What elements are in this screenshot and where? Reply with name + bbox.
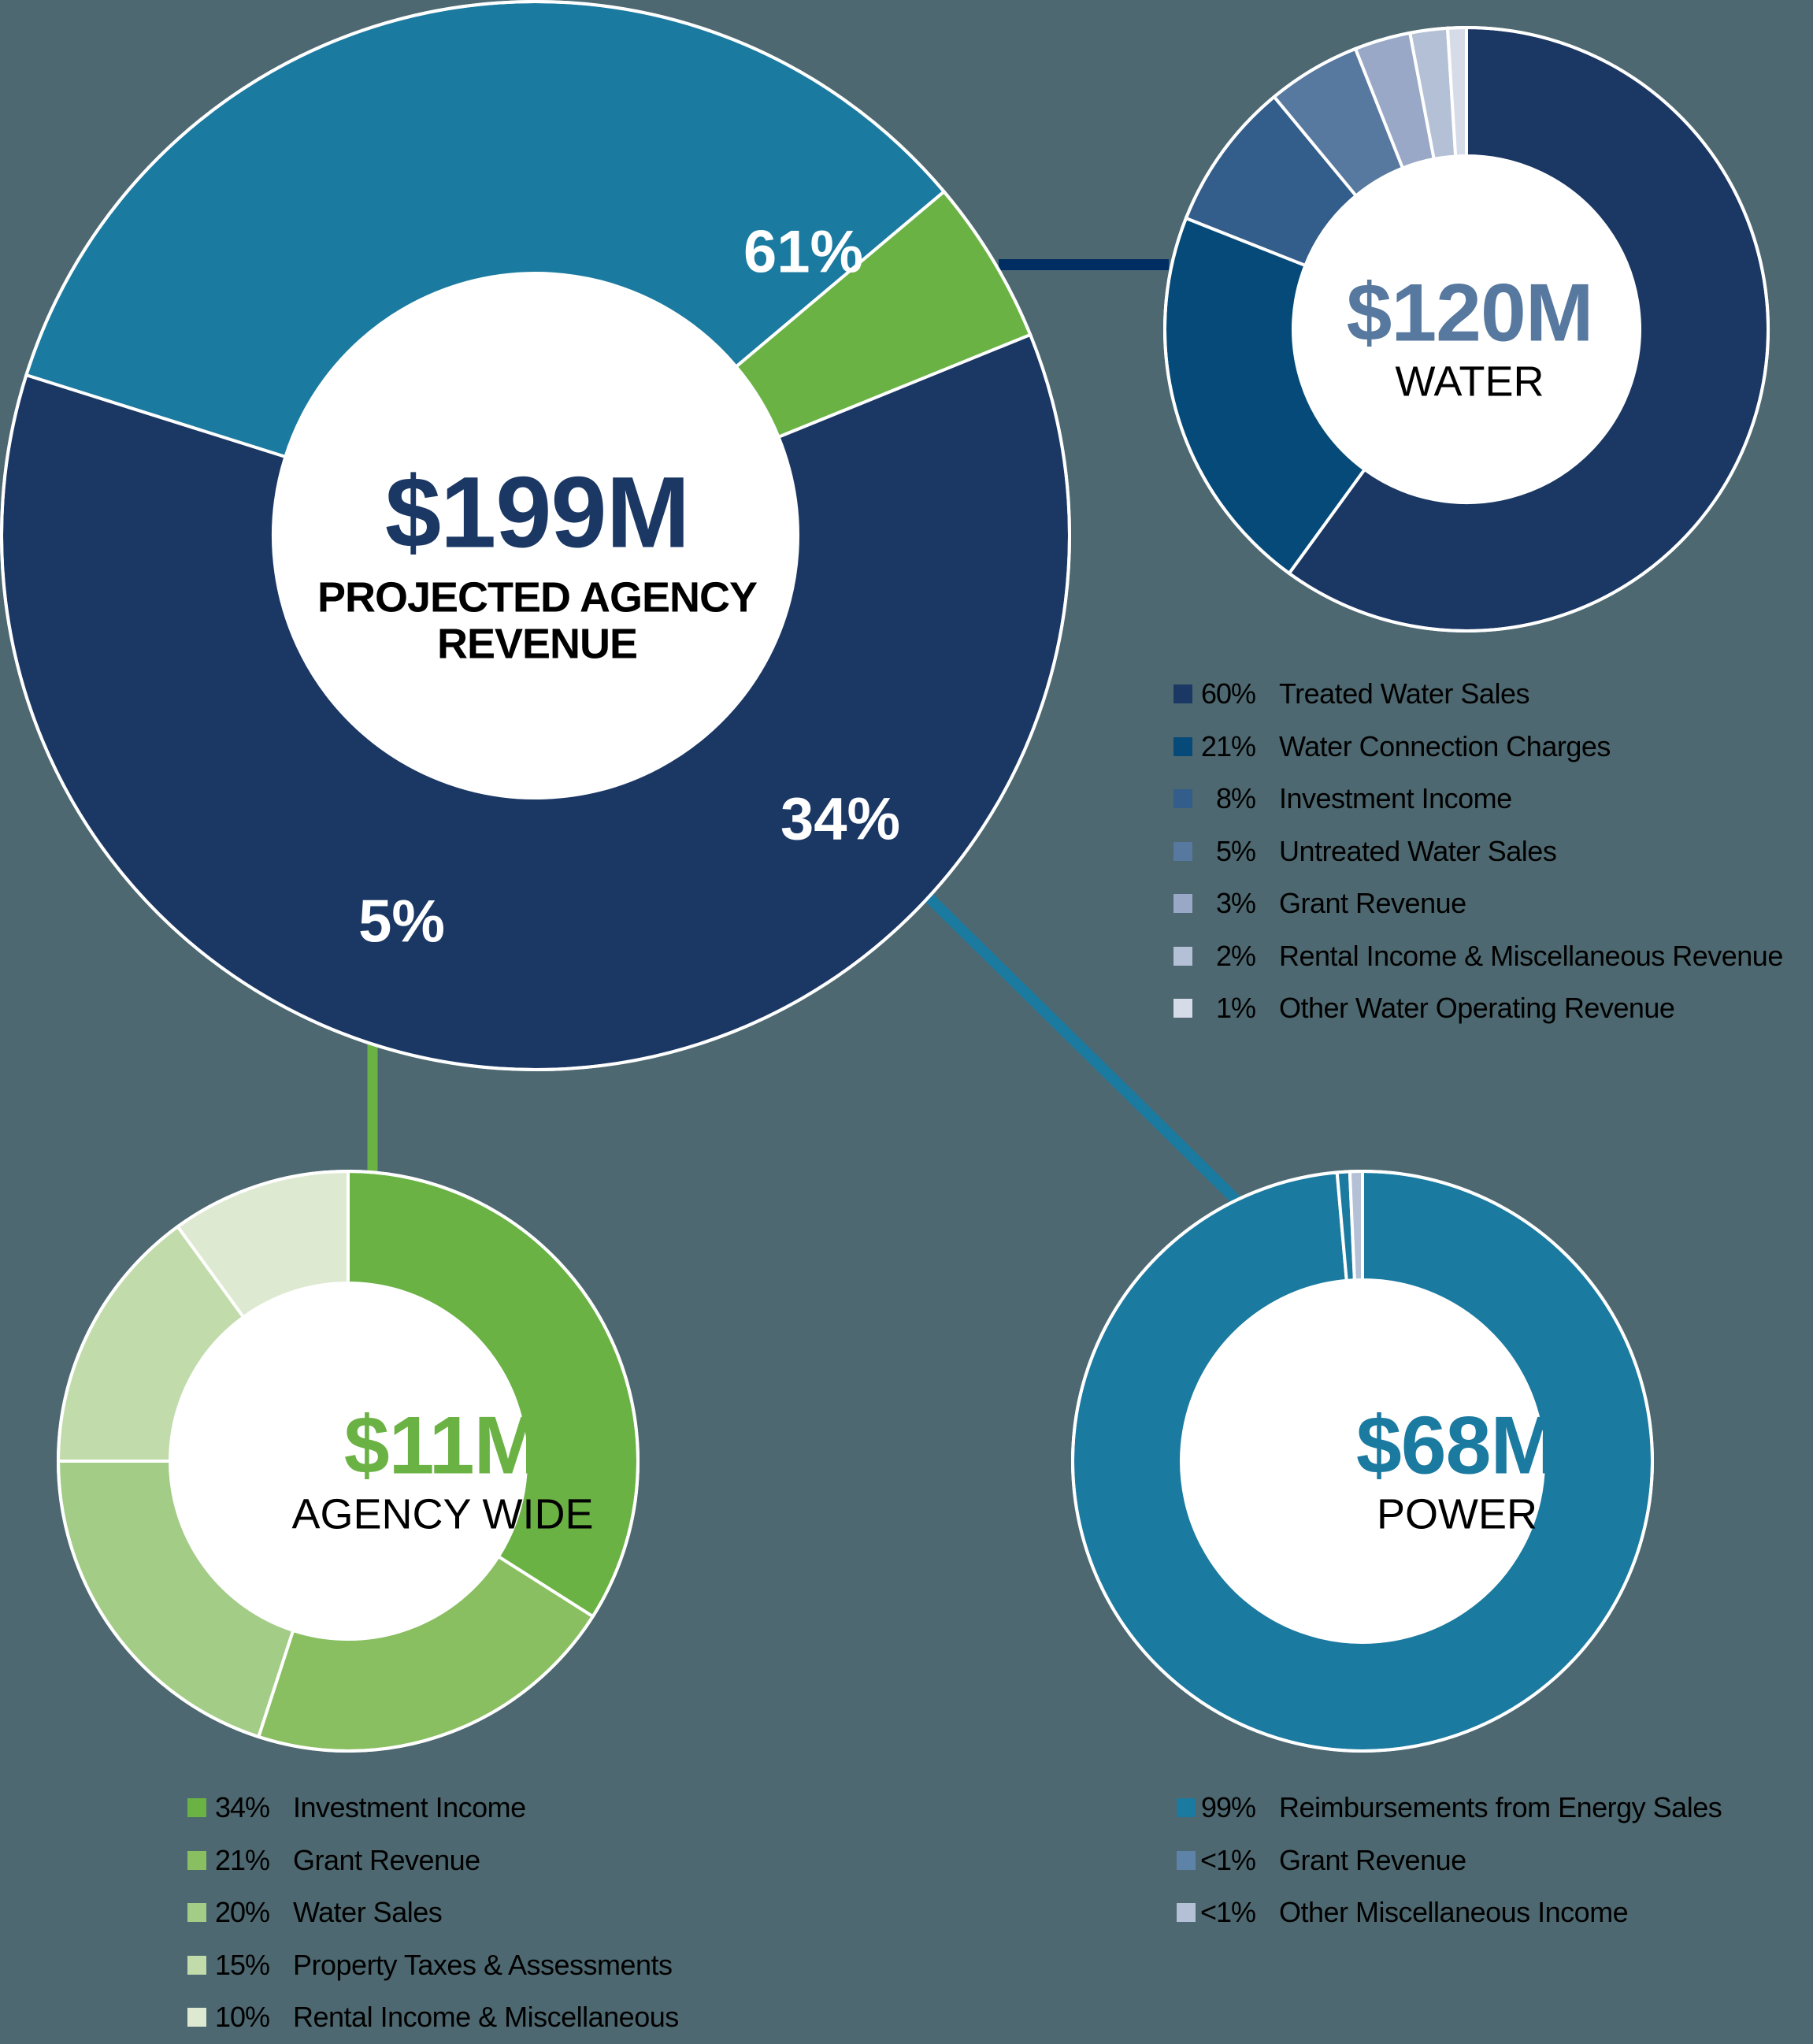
legend-label: Grant Revenue <box>1279 1843 1466 1876</box>
connector-power <box>925 894 1281 1245</box>
legend-item: 8% Investment Income <box>1173 773 1783 825</box>
legend-label: Untreated Water Sales <box>1279 834 1557 867</box>
legend-swatch <box>1177 1850 1196 1870</box>
segment-label-agency-wide: 5% <box>358 888 445 955</box>
legend-label: Investment Income <box>1279 782 1512 815</box>
donut-hole <box>1293 156 1640 503</box>
legend-pct: 2% <box>1215 939 1256 972</box>
main-center-label: $199M PROJECTED AGENCY REVENUE <box>317 456 758 669</box>
legend-pct: 15% <box>214 1948 270 1981</box>
legend-label: Rental Income & Miscellaneous <box>293 2001 679 2034</box>
legend-label: Other Miscellaneous Income <box>1279 1896 1629 1929</box>
legend-swatch <box>1173 894 1192 914</box>
legend-pct: 5% <box>1215 834 1256 867</box>
legend-item: 20% Water Sales <box>187 1886 679 1939</box>
legend-swatch <box>1173 841 1192 861</box>
water-legend: 60% Treated Water Sales 21% Water Connec… <box>1173 668 1783 1035</box>
donut-agency-wide <box>56 1169 640 1753</box>
segment-label-water: 61% <box>743 218 864 286</box>
legend-label: Reimbursements from Energy Sales <box>1279 1791 1722 1824</box>
legend-item: 3% Grant Revenue <box>1173 877 1783 930</box>
donut-hole <box>1181 1280 1544 1642</box>
legend-swatch <box>187 1850 206 1870</box>
legend-label: Rental Income & Miscellaneous Revenue <box>1279 939 1783 972</box>
donut-hole <box>170 1283 526 1639</box>
legend-pct: 3% <box>1215 887 1256 920</box>
water-amount: $120M <box>1346 267 1594 359</box>
legend-label: Other Water Operating Revenue <box>1279 992 1675 1025</box>
legend-label: Grant Revenue <box>293 1843 480 1876</box>
main-caption-line1: PROJECTED AGENCY <box>317 573 758 621</box>
legend-item: 34% Investment Income <box>187 1782 679 1834</box>
legend-pct: 10% <box>214 2001 270 2034</box>
legend-item: 21% Water Connection Charges <box>1173 721 1783 773</box>
legend-pct: 8% <box>1215 782 1256 815</box>
legend-label: Grant Revenue <box>1279 887 1466 920</box>
legend-pct: <1% <box>1199 1843 1256 1876</box>
legend-swatch <box>1173 999 1192 1018</box>
legend-label: Treated Water Sales <box>1279 677 1529 710</box>
legend-item: 1% Other Water Operating Revenue <box>1173 982 1783 1035</box>
legend-label: Property Taxes & Assessments <box>293 1948 673 1981</box>
agency-wide-center-label: $11M AGENCY WIDE <box>291 1404 593 1538</box>
legend-item: 15% Property Taxes & Assessments <box>187 1939 679 1992</box>
water-center-label: $120M WATER <box>1346 267 1594 406</box>
agency-wide-amount: $11M <box>343 1400 542 1492</box>
water-caption: WATER <box>1395 358 1544 406</box>
legend-pct: 99% <box>1200 1791 1256 1824</box>
legend-pct: 21% <box>214 1843 270 1876</box>
donut-main <box>0 0 1071 1071</box>
legend-swatch <box>187 1798 206 1818</box>
segment-label-power: 34% <box>780 785 901 853</box>
legend-swatch <box>187 2008 206 2027</box>
legend-item: 5% Untreated Water Sales <box>1173 825 1783 878</box>
legend-item: 21% Grant Revenue <box>187 1834 679 1887</box>
power-legend: 99% Reimbursements from Energy Sales <1%… <box>1177 1782 1722 1939</box>
legend-pct: 21% <box>1200 729 1256 762</box>
legend-pct: 1% <box>1215 992 1256 1025</box>
power-caption: POWER <box>1376 1490 1537 1538</box>
main-amount: $199M <box>384 456 690 569</box>
legend-label: Water Connection Charges <box>1279 729 1611 762</box>
legend-swatch <box>1173 684 1192 704</box>
legend-pct: 20% <box>214 1896 270 1929</box>
legend-item: 10% Rental Income & Miscellaneous <box>187 1991 679 2044</box>
donut-power <box>1070 1169 1654 1753</box>
legend-item: 99% Reimbursements from Energy Sales <box>1177 1782 1722 1834</box>
legend-swatch <box>187 1955 206 1975</box>
legend-swatch <box>187 1903 206 1923</box>
legend-label: Investment Income <box>293 1791 526 1824</box>
legend-swatch <box>1177 1903 1196 1923</box>
legend-swatch <box>1173 946 1192 966</box>
donut-water <box>1163 25 1770 632</box>
power-center-label: $68M POWER <box>1355 1400 1559 1538</box>
legend-pct: 34% <box>214 1791 270 1824</box>
legend-item: <1% Other Miscellaneous Income <box>1177 1886 1722 1939</box>
power-amount: $68M <box>1355 1400 1559 1492</box>
main-caption-line2: REVENUE <box>436 621 638 668</box>
legend-label: Water Sales <box>293 1896 443 1929</box>
legend-item: 60% Treated Water Sales <box>1173 668 1783 721</box>
legend-pct: 60% <box>1200 677 1256 710</box>
legend-item: 2% Rental Income & Miscellaneous Revenue <box>1173 930 1783 983</box>
legend-swatch <box>1173 736 1192 756</box>
legend-swatch <box>1177 1798 1196 1818</box>
legend-pct: <1% <box>1199 1896 1256 1929</box>
agency-wide-legend: 34% Investment Income 21% Grant Revenue … <box>187 1782 679 2044</box>
legend-item: <1% Grant Revenue <box>1177 1834 1722 1887</box>
legend-swatch <box>1173 789 1192 809</box>
donut-hole <box>273 273 798 798</box>
agency-wide-caption: AGENCY WIDE <box>291 1490 594 1538</box>
